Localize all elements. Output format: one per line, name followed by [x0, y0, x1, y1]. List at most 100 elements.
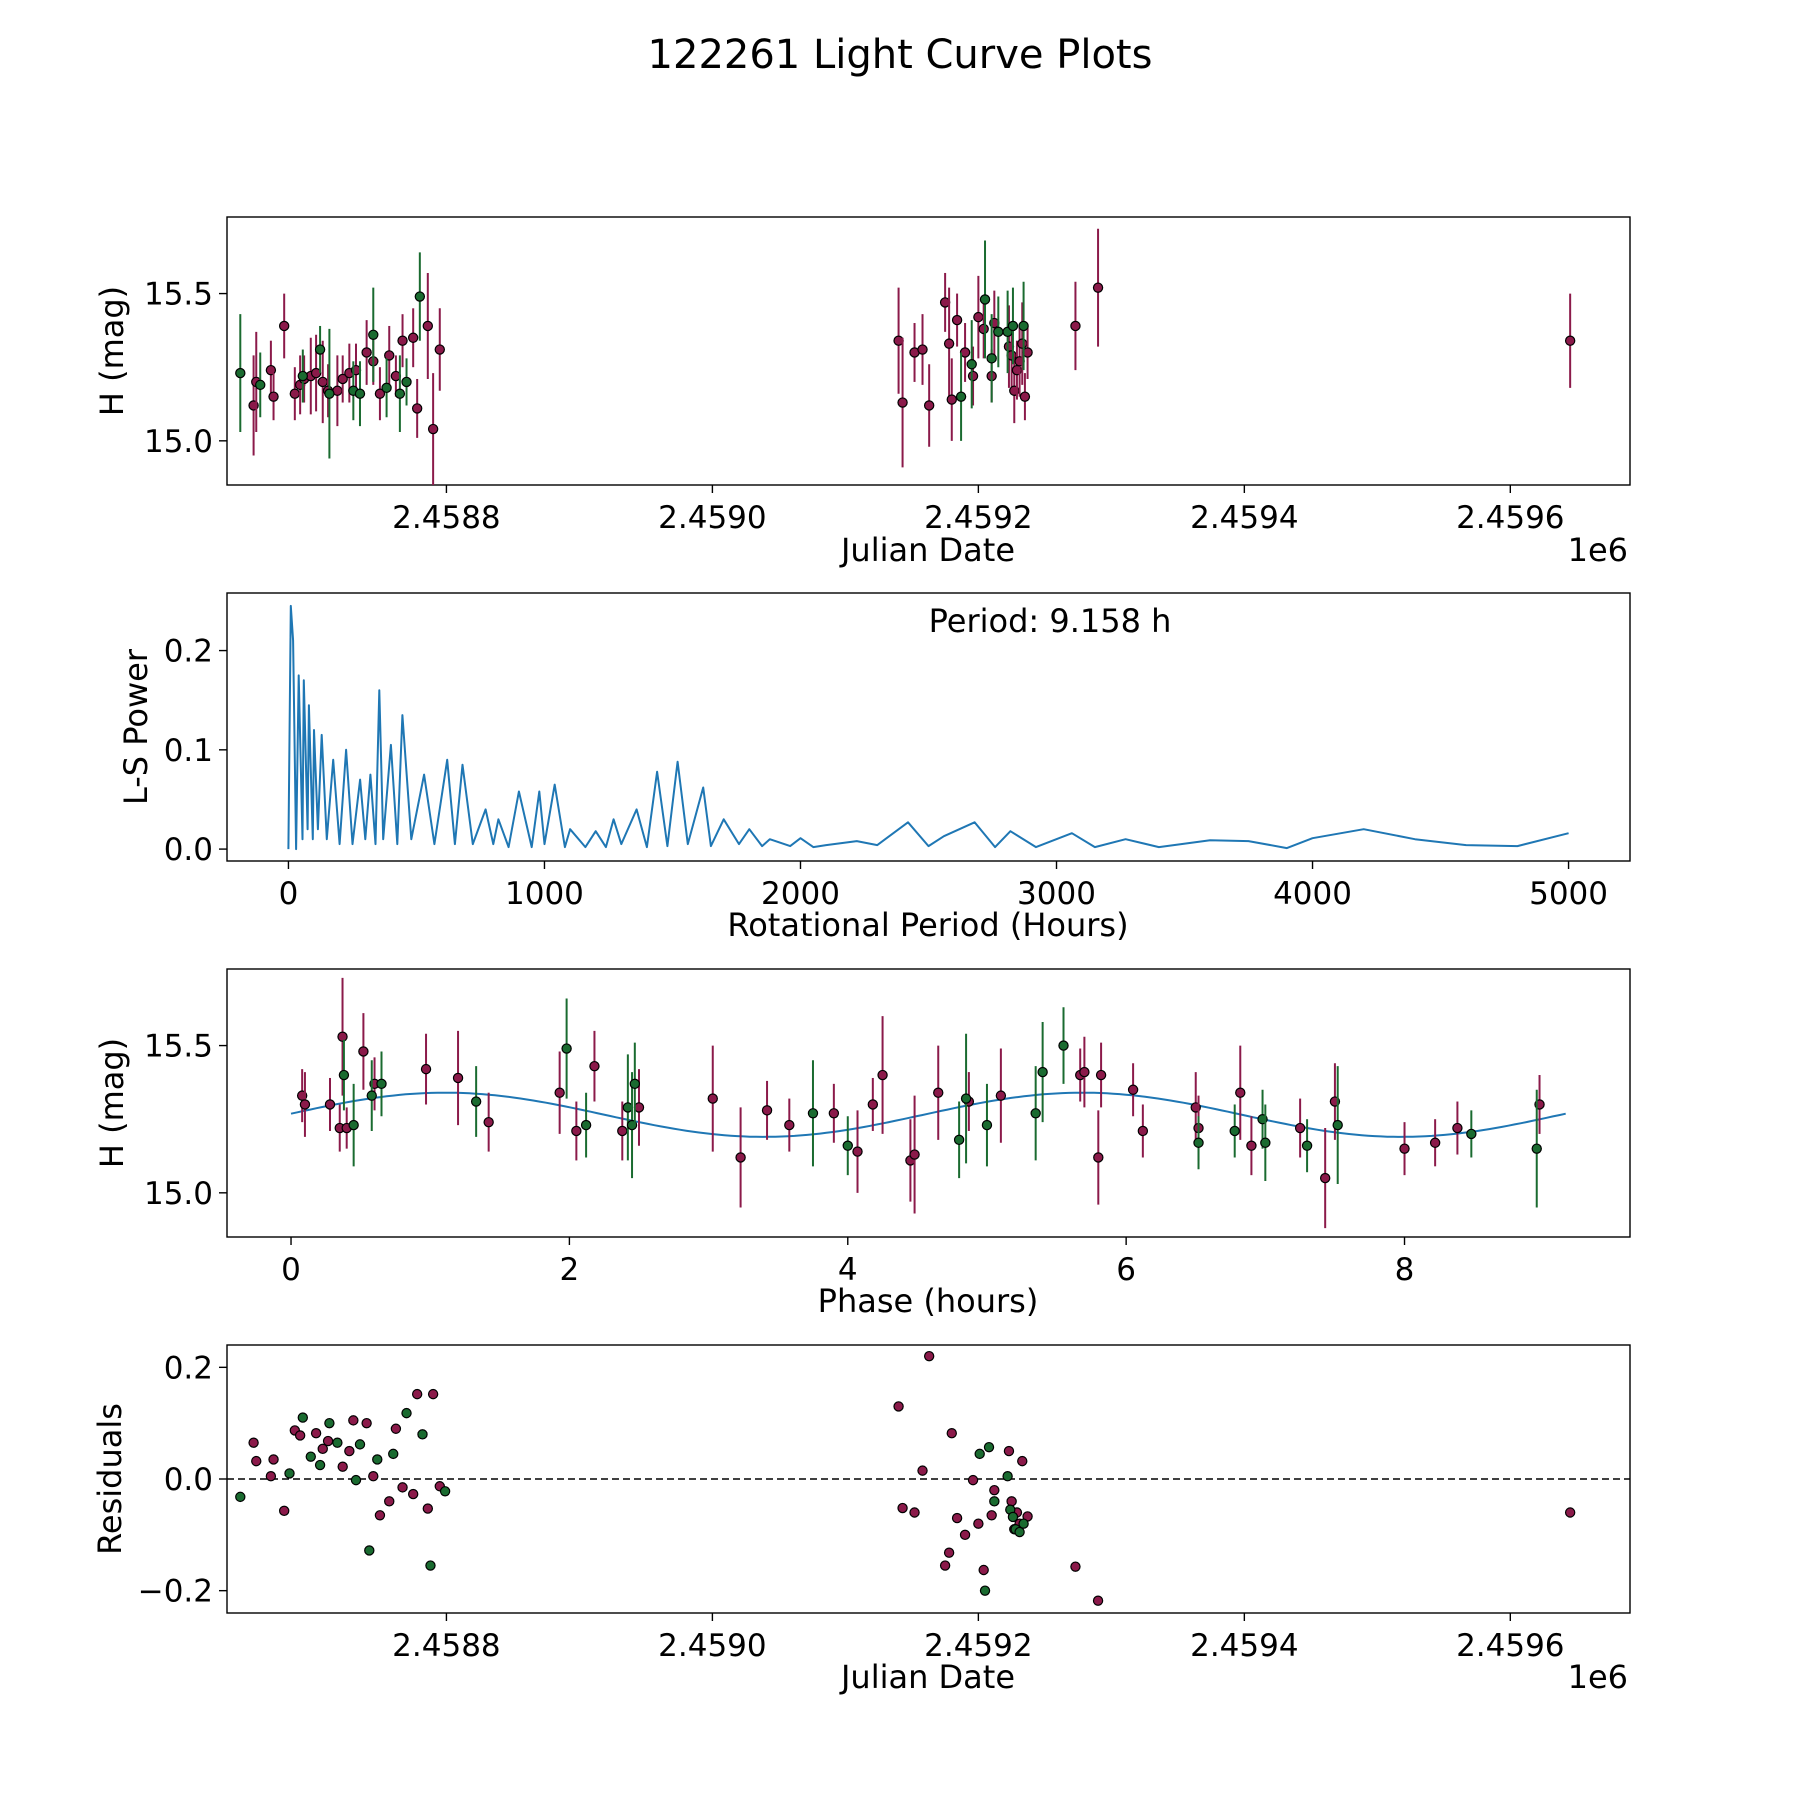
light-curve-point-r	[411, 403, 423, 414]
residual-point-r	[348, 1415, 359, 1426]
residual-point-g	[388, 1448, 399, 1460]
light-curve-point-g	[255, 379, 266, 391]
residual-point-r	[368, 1471, 379, 1482]
light-curve-ytick-label: 15.0	[144, 424, 213, 460]
light-curve-point-r	[384, 350, 395, 361]
figure-title: 122261 Light Curve Plots	[648, 32, 1153, 78]
phase-point-g	[1193, 1137, 1204, 1148]
phase-point-g	[960, 1093, 972, 1104]
phase-point-r	[299, 1099, 311, 1110]
residual-point-r	[959, 1529, 971, 1541]
residual-point-r	[1564, 1507, 1576, 1518]
residual-point-r	[939, 1560, 951, 1571]
residual-point-r	[248, 1437, 259, 1448]
residual-point-r	[384, 1496, 395, 1507]
phase-point-g	[561, 1043, 572, 1054]
light-curve-xtick-label: 2.4594	[1190, 500, 1298, 536]
residual-point-r	[427, 1388, 439, 1400]
phase-curve-panel: 0 2 4 6 8 15.0 15.5 Phase (hours) H (mag)	[93, 968, 1631, 1320]
phase-point-r	[784, 1119, 795, 1131]
residual-point-g	[1007, 1511, 1019, 1523]
periodogram-xtick-label: 2000	[761, 876, 840, 912]
light-curve-point-r	[278, 320, 290, 332]
residual-point-r	[397, 1482, 408, 1493]
phase-point-g	[981, 1119, 993, 1131]
phase-point-g	[366, 1090, 377, 1101]
light-curve-point-r	[317, 376, 328, 388]
residual-point-r	[251, 1455, 262, 1467]
phase-point-r	[761, 1105, 773, 1116]
light-curve-point-g	[993, 326, 1004, 338]
phase-point-r	[420, 1063, 432, 1075]
phase-point-g	[1466, 1128, 1477, 1140]
light-curve-point-r	[434, 344, 445, 355]
phase-point-g	[807, 1108, 819, 1119]
periodogram-frame	[226, 592, 1631, 862]
periodogram-xlabel: Rotational Period (Hours)	[727, 906, 1128, 944]
light-curve-panel: 2.4588 2.4590 2.4592 2.4594 2.4596 15.015.5 …	[93, 216, 1631, 569]
residual-point-g	[1002, 1471, 1013, 1482]
phase-point-r	[867, 1099, 879, 1110]
periodogram-ytick-label: 0.0	[164, 832, 213, 868]
phase-point-r	[337, 1031, 348, 1042]
light-curve-point-g	[314, 344, 326, 355]
phase-point-g	[1058, 1040, 1069, 1051]
phase-point-r	[452, 1072, 464, 1084]
periodogram-xtick-label: 5000	[1529, 876, 1608, 912]
residuals-ylabel: Residuals	[91, 1403, 129, 1555]
residual-point-r	[917, 1465, 928, 1476]
light-curve-point-g	[324, 388, 335, 399]
phase-xtick-label: 2	[560, 1252, 580, 1288]
residual-point-g	[372, 1454, 383, 1465]
residuals-xlabel: Julian Date	[839, 1658, 1015, 1696]
light-curve-point-r	[1017, 338, 1028, 349]
light-curve-point-r	[1092, 282, 1104, 293]
residual-point-g	[284, 1468, 295, 1479]
phase-point-g	[1229, 1125, 1240, 1137]
phase-point-g	[1260, 1137, 1271, 1148]
light-curve-point-r	[265, 364, 277, 376]
phase-curve-frame	[226, 968, 1631, 1238]
phase-point-r	[1294, 1122, 1306, 1134]
residual-point-g	[305, 1451, 316, 1462]
residual-point-g	[1018, 1518, 1029, 1529]
periodogram-ytick-label: 0.1	[164, 733, 213, 769]
light-curve-point-r	[427, 423, 439, 435]
residual-point-r	[294, 1430, 306, 1441]
residual-point-g	[332, 1437, 343, 1448]
phase-point-r	[1095, 1069, 1107, 1081]
residual-xtick-label: 2.4588	[392, 1628, 500, 1664]
phase-point-g	[842, 1140, 853, 1151]
residual-point-r	[943, 1547, 955, 1558]
residual-point-r	[278, 1505, 290, 1517]
phase-point-g	[348, 1119, 359, 1131]
light-curve-point-r	[374, 388, 386, 399]
residual-point-r	[946, 1428, 957, 1439]
phase-point-r	[1452, 1122, 1463, 1134]
residual-ytick-label: 0.2	[164, 1350, 213, 1386]
residual-point-r	[909, 1507, 920, 1518]
residual-point-r	[411, 1388, 423, 1400]
light-curve-point-r	[268, 391, 279, 402]
phase-point-r	[571, 1125, 582, 1137]
light-curve-point-r	[917, 344, 928, 355]
residual-point-r	[344, 1445, 355, 1457]
residual-point-r	[407, 1488, 419, 1500]
residual-point-g	[350, 1474, 362, 1486]
phase-point-r	[995, 1090, 1007, 1101]
light-curve-point-g	[986, 353, 997, 364]
phase-point-r	[324, 1099, 336, 1110]
phase-point-r	[707, 1093, 718, 1104]
periodogram-xtick-label: 0	[279, 876, 299, 912]
residual-point-r	[317, 1443, 328, 1455]
phase-point-r	[877, 1069, 888, 1081]
light-curve-point-g	[401, 376, 412, 388]
phase-point-r	[1429, 1137, 1441, 1148]
residual-point-r	[967, 1474, 979, 1486]
residual-point-r	[422, 1503, 434, 1514]
residual-point-r	[265, 1471, 277, 1482]
light-curve-frame	[226, 216, 1631, 486]
phase-curve-xlabel: Phase (hours)	[818, 1282, 1039, 1320]
residual-point-g	[354, 1439, 366, 1450]
